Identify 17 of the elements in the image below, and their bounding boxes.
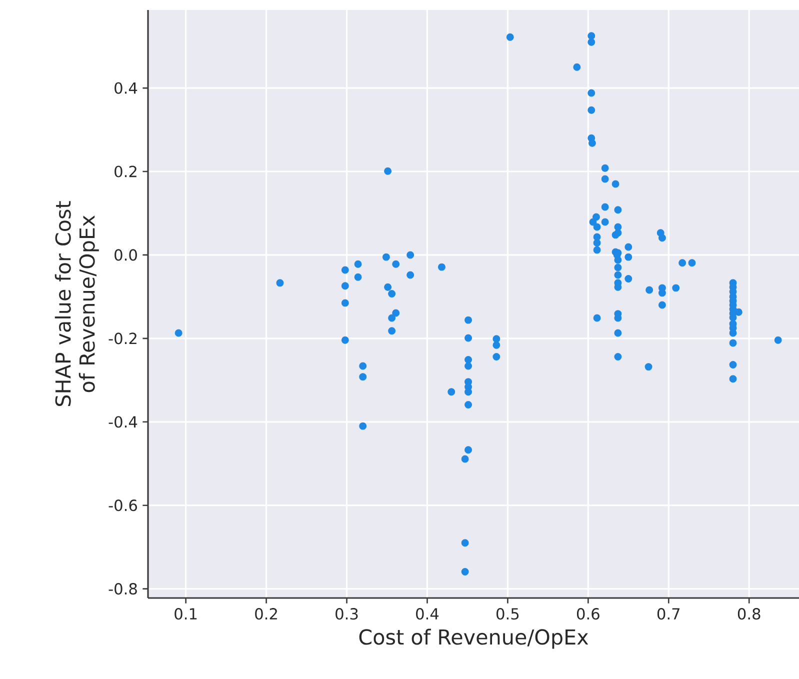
y-tick-label: 0.0 xyxy=(114,249,137,261)
x-tick-label: 0.7 xyxy=(657,608,680,620)
y-tick-label: -0.2 xyxy=(108,332,136,344)
y-axis-title: SHAP value for Cost of Revenue/OpEx xyxy=(54,201,99,406)
x-tick-label: 0.1 xyxy=(174,608,197,620)
y-tick-label: -0.4 xyxy=(108,416,138,428)
y-tick-label: -0.6 xyxy=(108,500,137,512)
x-tick-label: 0.3 xyxy=(336,608,358,620)
x-tick-label: 0.8 xyxy=(738,608,760,620)
x-tick-label: 0.2 xyxy=(255,608,277,620)
y-tick-label: -0.8 xyxy=(108,583,137,595)
x-tick-label: 0.4 xyxy=(416,608,439,620)
y-tick-label: 0.2 xyxy=(114,166,136,178)
y-tick-label: 0.4 xyxy=(114,82,138,94)
x-tick-label: 0.5 xyxy=(496,608,519,620)
x-axis-title: Cost of Revenue/OpEx xyxy=(359,628,588,649)
x-tick-label: 0.6 xyxy=(576,608,600,620)
